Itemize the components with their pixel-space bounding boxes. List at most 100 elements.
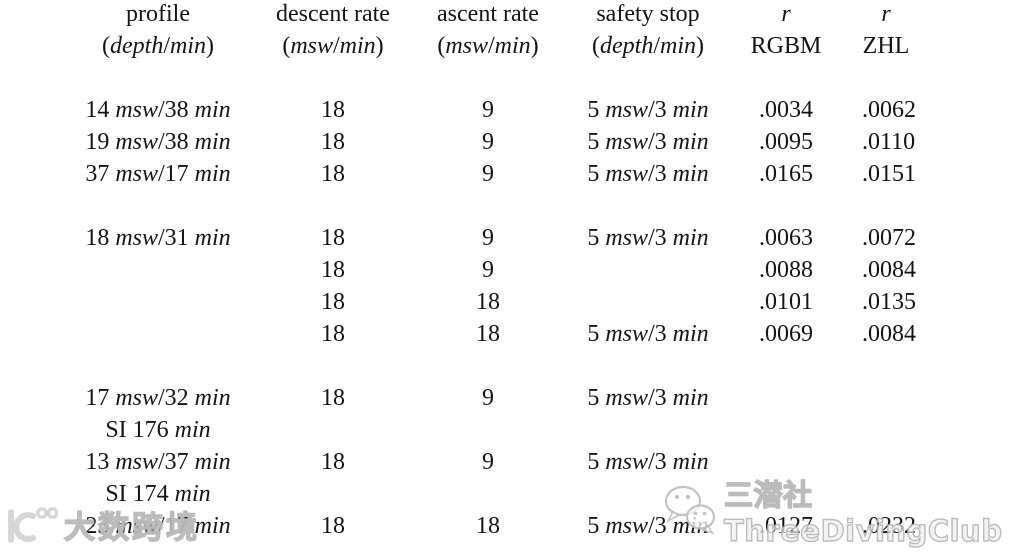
cell-profile: 19 msw/38 min xyxy=(85,129,231,155)
table-row: SI 176 min xyxy=(40,414,910,446)
cell-safety-stop xyxy=(586,350,710,382)
cell-r-rgbm: .0034 xyxy=(759,97,813,123)
cell-r-zhl: .0110 xyxy=(862,129,916,155)
cell-r-rgbm xyxy=(710,350,862,382)
cell-safety-stop xyxy=(586,190,710,222)
cell-r-zhl xyxy=(862,446,910,478)
table-row: 18 18 .0101 .0135 xyxy=(40,286,916,318)
cell-r-rgbm xyxy=(710,446,862,478)
cell-r-zhl: .0072 xyxy=(862,225,916,251)
cell-safety-stop: 5 msw/3 min xyxy=(587,161,709,187)
header-r-rgbm-line2: RGBM xyxy=(750,33,822,59)
cell-safety-stop: 5 msw/3 min xyxy=(587,513,709,539)
cell-profile: SI 176 min xyxy=(105,417,211,443)
dive-table-head: profile descent rate ascent rate safety sto… xyxy=(40,0,910,62)
cell-r-zhl: .0062 xyxy=(862,97,916,123)
cell-ascent-rate xyxy=(390,414,586,446)
cell-r-zhl xyxy=(862,478,910,510)
cell-ascent-rate: 18 xyxy=(476,513,500,539)
cell-safety-stop: 5 msw/3 min xyxy=(587,449,709,475)
header-ascent-rate-line1: ascent rate xyxy=(437,1,539,27)
table-row: 13 msw/37 min 18 9 5 msw/3 min xyxy=(40,446,910,478)
cell-r-zhl xyxy=(862,190,910,222)
cell-descent-rate: 18 xyxy=(321,321,345,347)
cell-ascent-rate: 18 xyxy=(476,321,500,347)
cell-r-rgbm xyxy=(710,414,862,446)
cell-descent-rate: 18 xyxy=(321,513,345,539)
cell-profile: SI 174 min xyxy=(105,481,211,507)
cell-r-zhl xyxy=(862,62,910,94)
cell-r-rgbm xyxy=(710,382,862,414)
cell-ascent-rate xyxy=(390,478,586,510)
cell-r-zhl: .0084 xyxy=(862,321,916,347)
cell-safety-stop xyxy=(586,478,710,510)
header-r-zhl-line2: ZHL xyxy=(862,33,910,59)
cell-r-rgbm: .0127 xyxy=(759,513,813,539)
cell-ascent-rate: 9 xyxy=(482,257,494,283)
spacer-row xyxy=(40,350,910,382)
cell-descent-rate xyxy=(276,190,390,222)
header-safety-stop-line2: (depth/min) xyxy=(592,33,704,59)
cell-descent-rate: 18 xyxy=(321,97,345,123)
cell-profile xyxy=(40,62,276,94)
cell-ascent-rate: 18 xyxy=(476,289,500,315)
header-profile-line1: profile xyxy=(126,1,190,27)
cell-descent-rate: 18 xyxy=(321,225,345,251)
header-profile-line2: (depth/min) xyxy=(102,33,214,59)
cell-descent-rate xyxy=(276,62,390,94)
cell-profile xyxy=(40,318,276,350)
cell-r-rgbm: .0101 xyxy=(759,289,813,315)
header-row-1: profile descent rate ascent rate safety sto… xyxy=(40,0,910,30)
cell-safety-stop: 5 msw/3 min xyxy=(587,321,709,347)
cell-profile xyxy=(40,286,276,318)
table-row: 19 msw/38 min 18 9 5 msw/3 min .0095 .0110 xyxy=(40,126,916,158)
cell-r-rgbm: .0063 xyxy=(759,225,813,251)
cell-safety-stop: 5 msw/3 min xyxy=(587,97,709,123)
cell-r-zhl xyxy=(862,414,910,446)
cell-r-zhl xyxy=(862,382,910,414)
cell-ascent-rate: 9 xyxy=(482,225,494,251)
cell-safety-stop xyxy=(586,286,710,318)
cell-profile: 18 msw/31 min xyxy=(85,225,231,251)
spacer-row xyxy=(40,190,910,222)
cell-ascent-rate xyxy=(390,350,586,382)
table-row: 18 18 5 msw/3 min .0069 .0084 xyxy=(40,318,916,350)
dive-profile-table: profile descent rate ascent rate safety sto… xyxy=(40,0,916,542)
table-row: 18 msw/31 min 18 9 5 msw/3 min .0063 .0072 xyxy=(40,222,916,254)
cell-ascent-rate: 9 xyxy=(482,97,494,123)
cell-safety-stop: 5 msw/3 min xyxy=(587,225,709,251)
header-row-2: (depth/min) (msw/min) (msw/min) (depth/min)… xyxy=(40,30,910,62)
cell-descent-rate: 18 xyxy=(321,449,345,475)
cell-r-zhl xyxy=(862,350,910,382)
cell-ascent-rate: 9 xyxy=(482,449,494,475)
cell-ascent-rate: 9 xyxy=(482,129,494,155)
table-row: 23 msw/17 min 18 18 5 msw/3 min .0127 .0232 xyxy=(40,510,916,542)
header-r-rgbm-line1: r xyxy=(781,1,791,27)
table-row: 14 msw/38 min 18 9 5 msw/3 min .0034 .0062 xyxy=(40,94,916,126)
cell-safety-stop xyxy=(586,254,710,286)
header-descent-rate-line2: (msw/min) xyxy=(282,33,384,59)
cell-ascent-rate: 9 xyxy=(482,161,494,187)
cell-safety-stop xyxy=(586,414,710,446)
cell-r-zhl: .0084 xyxy=(862,257,916,283)
cell-r-zhl: .0151 xyxy=(862,161,916,187)
cell-descent-rate xyxy=(276,478,390,510)
header-safety-stop-line1: safety stop xyxy=(596,1,700,27)
dive-table-body: 14 msw/38 min 18 9 5 msw/3 min .0034 .0062 19 … xyxy=(40,62,916,542)
header-descent-rate-line1: descent rate xyxy=(276,1,390,27)
cell-r-zhl: .0232 xyxy=(862,513,916,539)
cell-profile: 14 msw/38 min xyxy=(85,97,231,123)
header-r-zhl-line1: r xyxy=(881,1,891,27)
cell-r-rgbm: .0088 xyxy=(759,257,813,283)
cell-profile xyxy=(40,350,276,382)
cell-r-rgbm xyxy=(710,62,862,94)
cell-descent-rate xyxy=(276,350,390,382)
cell-profile: 17 msw/32 min xyxy=(85,385,231,411)
cell-profile xyxy=(40,190,276,222)
cell-ascent-rate xyxy=(390,190,586,222)
cell-r-rgbm: .0095 xyxy=(759,129,813,155)
table-row: SI 174 min xyxy=(40,478,910,510)
cell-descent-rate xyxy=(276,414,390,446)
cell-r-rgbm xyxy=(710,190,862,222)
cell-r-rgbm xyxy=(710,478,862,510)
